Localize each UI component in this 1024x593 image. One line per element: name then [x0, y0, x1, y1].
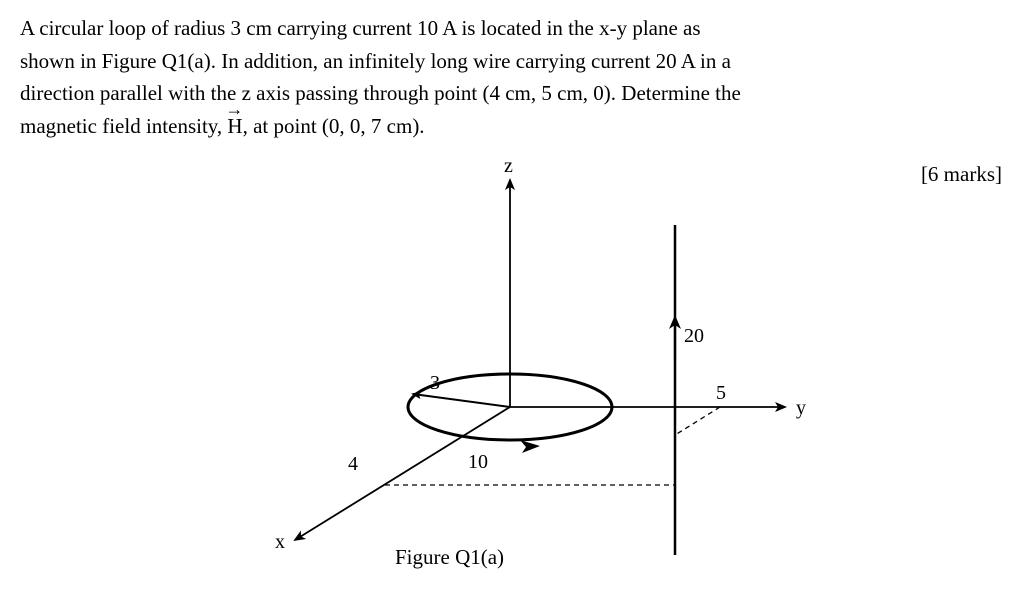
loop-radius-label: 3: [430, 372, 440, 394]
problem-line-4-prefix: magnetic field intensity,: [20, 114, 227, 138]
problem-line-2: shown in Figure Q1(a). In addition, an i…: [20, 49, 731, 73]
problem-line-4-suffix: , at point (0, 0, 7 cm).: [243, 114, 425, 138]
problem-line-3: direction parallel with the z axis passi…: [20, 81, 741, 105]
marks-label: [6 marks]: [921, 162, 1002, 187]
loop-radius-arrow: [413, 394, 510, 407]
problem-line-1: A circular loop of radius 3 cm carrying …: [20, 16, 701, 40]
figure-q1a: z y x 20 5 4 3 10 Figure Q1(a): [220, 150, 920, 560]
x-axis-label: x: [275, 531, 285, 553]
y5-label: 5: [716, 382, 726, 404]
x4-label: 4: [348, 453, 358, 475]
problem-statement: A circular loop of radius 3 cm carrying …: [20, 12, 1004, 142]
figure-caption: Figure Q1(a): [395, 545, 504, 570]
y-axis-label: y: [796, 397, 806, 419]
figure-svg: z y x 20 5 4 3 10: [220, 150, 920, 560]
x-axis: [295, 407, 510, 540]
loop-current-label: 10: [468, 451, 488, 473]
z-axis-label: z: [504, 155, 513, 177]
vector-h: →H: [227, 110, 242, 143]
wire-current-label: 20: [684, 325, 704, 347]
vector-arrow-icon: →: [225, 96, 243, 124]
dashed-y5-to-wire: [675, 407, 720, 435]
loop-current-arrow-icon: [520, 440, 540, 453]
